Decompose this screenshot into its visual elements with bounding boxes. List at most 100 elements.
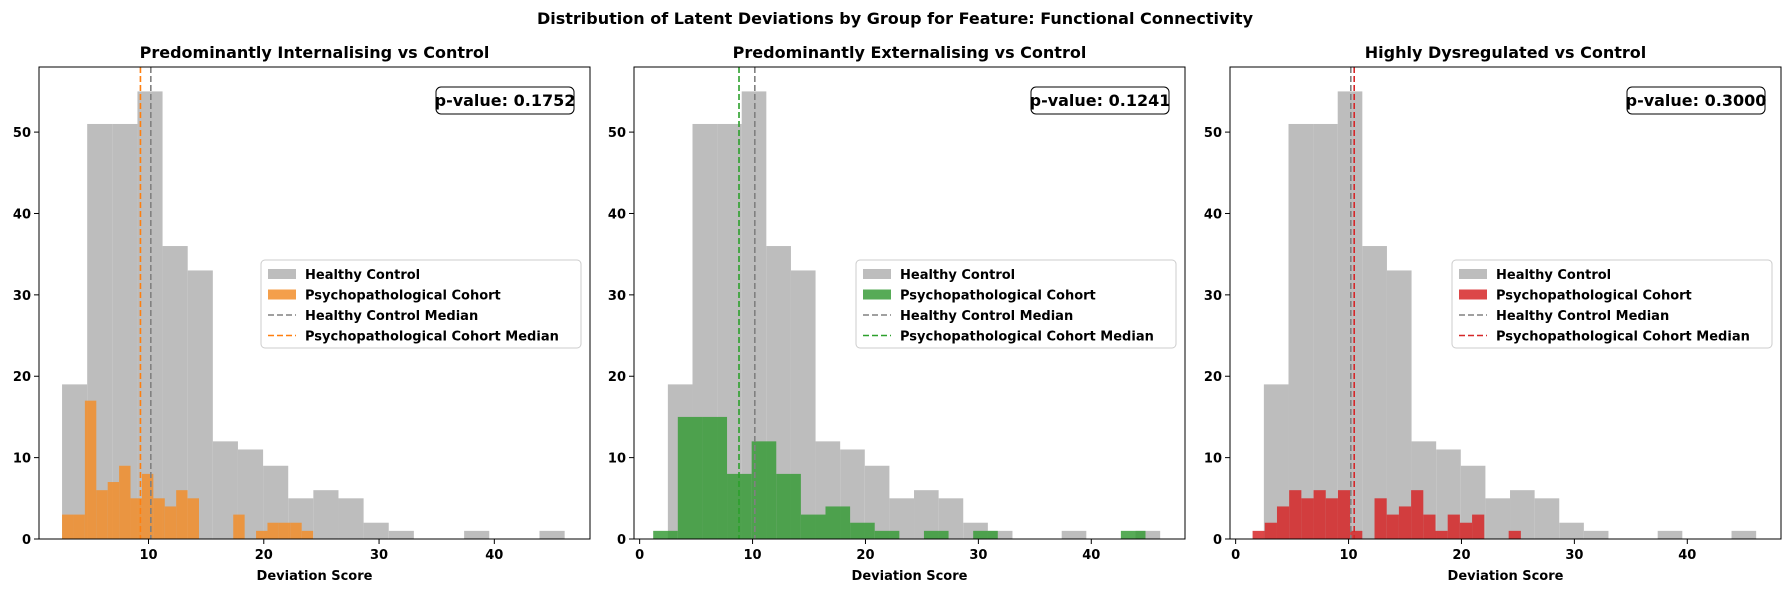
- cohort-bar: [187, 498, 199, 539]
- x-tick-label: 30: [969, 548, 987, 563]
- cohort-bar: [1411, 490, 1424, 539]
- legend-frame: [260, 259, 582, 349]
- cohort-bar: [164, 506, 177, 539]
- x-tick-label: 0: [635, 548, 644, 563]
- control-bar: [388, 530, 414, 539]
- legend-swatch-healthy-control: [268, 269, 296, 279]
- x-tick-label: 40: [1678, 548, 1696, 563]
- control-bar: [464, 530, 490, 539]
- x-tick-label: 10: [744, 548, 762, 563]
- control-bar: [1313, 123, 1338, 539]
- cohort-bar: [1508, 530, 1521, 539]
- cohort-bar: [1120, 530, 1146, 539]
- figure-title: Distribution of Latent Deviations by Gro…: [537, 9, 1254, 28]
- control-bar: [1386, 270, 1412, 539]
- legend-label: Healthy Control: [900, 268, 1015, 283]
- y-tick-label: 40: [608, 207, 626, 222]
- panel-title: Predominantly Externalising vs Control: [733, 43, 1087, 62]
- panel-1: 10 20 30 40 0 10 20 30 40 50 Predominantly Interna…: [13, 43, 591, 584]
- axes-frame: [633, 66, 1186, 540]
- legend-swatch-cohort: [1459, 289, 1487, 300]
- cohort-bar: [1289, 490, 1302, 539]
- control-bar: [1583, 530, 1609, 539]
- axes-frame: [38, 66, 591, 540]
- x-tick-label: 30: [370, 548, 388, 563]
- legend-swatch-healthy-control: [863, 269, 891, 279]
- y-tick-label: 50: [13, 126, 31, 141]
- cohort-bar: [73, 514, 85, 539]
- cohort-bar: [256, 530, 268, 539]
- control-bar: [1061, 530, 1087, 539]
- cohort-bar: [973, 530, 998, 539]
- cohort-bar: [1301, 498, 1314, 539]
- cohort-bar: [1252, 530, 1265, 539]
- control-bar: [137, 91, 163, 539]
- cohort-bar: [923, 530, 949, 539]
- cohort-bar: [290, 522, 302, 539]
- legend: Healthy Control Psychopathological Cohort…: [260, 259, 582, 349]
- cohort-bar: [776, 473, 801, 539]
- cohort-bar: [141, 473, 154, 539]
- control-bar: [1135, 530, 1161, 539]
- p-value-box: p-value: 0.3000: [1626, 86, 1766, 115]
- legend-label: Healthy Control Median: [900, 309, 1073, 324]
- cohort-bar: [96, 490, 108, 539]
- legend-label: Psychopathological Cohort Median: [305, 330, 559, 345]
- cohort-bar: [1350, 530, 1363, 539]
- cohort-bar: [84, 400, 97, 539]
- x-tick-label: 10: [139, 548, 157, 563]
- cohort-bar: [1472, 514, 1485, 539]
- legend-label: Psychopathological Cohort: [305, 289, 501, 304]
- control-bar: [1534, 498, 1560, 539]
- cohort-bar: [874, 530, 900, 539]
- legend-label: Healthy Control Median: [1496, 309, 1669, 324]
- control-bar: [1657, 530, 1683, 539]
- cohort-bar: [278, 522, 291, 539]
- legend-label: Psychopathological Cohort: [900, 289, 1096, 304]
- plot-area: [62, 67, 565, 539]
- cohort-bar: [1313, 490, 1326, 539]
- cohort-bar: [1398, 506, 1412, 539]
- legend-label: Psychopathological Cohort: [1496, 289, 1692, 304]
- x-axis-label: Deviation Score: [257, 569, 373, 584]
- cohort-bar: [107, 482, 120, 539]
- y-tick-label: 0: [1213, 533, 1222, 548]
- y-tick-label: 30: [13, 289, 31, 304]
- y-tick-label: 0: [617, 533, 626, 548]
- p-value-box: p-value: 0.1752: [435, 86, 575, 115]
- panel-title: Predominantly Internalising vs Control: [140, 43, 490, 62]
- p-value-box: p-value: 0.1241: [1030, 86, 1170, 115]
- x-tick-label: 40: [1082, 548, 1100, 563]
- x-tick-label: 10: [1340, 548, 1358, 563]
- y-tick-label: 10: [13, 452, 31, 467]
- legend: Healthy Control Psychopathological Cohort…: [1451, 259, 1773, 349]
- cohort-bar: [153, 498, 165, 539]
- cohort-bar: [130, 498, 142, 539]
- y-tick-label: 10: [1204, 452, 1222, 467]
- legend: Healthy Control Psychopathological Cohort…: [855, 259, 1177, 349]
- y-tick-label: 30: [608, 289, 626, 304]
- legend-label: Psychopathological Cohort Median: [900, 330, 1154, 345]
- x-tick-label: 40: [485, 548, 503, 563]
- cohort-bar: [800, 514, 826, 539]
- control-bar: [987, 530, 1013, 539]
- control-bar: [1362, 246, 1387, 539]
- legend-label: Psychopathological Cohort Median: [1496, 330, 1750, 345]
- cohort-bar: [1264, 522, 1277, 539]
- legend-swatch-healthy-control: [1459, 269, 1487, 279]
- cohort-bar: [1435, 530, 1448, 539]
- cohort-bar: [176, 490, 188, 539]
- y-tick-label: 10: [608, 452, 626, 467]
- y-tick-label: 20: [13, 370, 31, 385]
- cohort-bar: [1386, 514, 1399, 539]
- plot-area: [653, 67, 1161, 539]
- legend-frame: [855, 259, 1177, 349]
- legend-label: Healthy Control: [305, 268, 420, 283]
- cohort-bar: [751, 441, 777, 539]
- legend-label: Healthy Control Median: [305, 309, 478, 324]
- control-bar: [62, 384, 88, 539]
- control-bar: [1485, 498, 1511, 539]
- cohort-bar: [119, 465, 131, 539]
- cohort-bar: [653, 530, 678, 539]
- cohort-bar: [677, 416, 703, 539]
